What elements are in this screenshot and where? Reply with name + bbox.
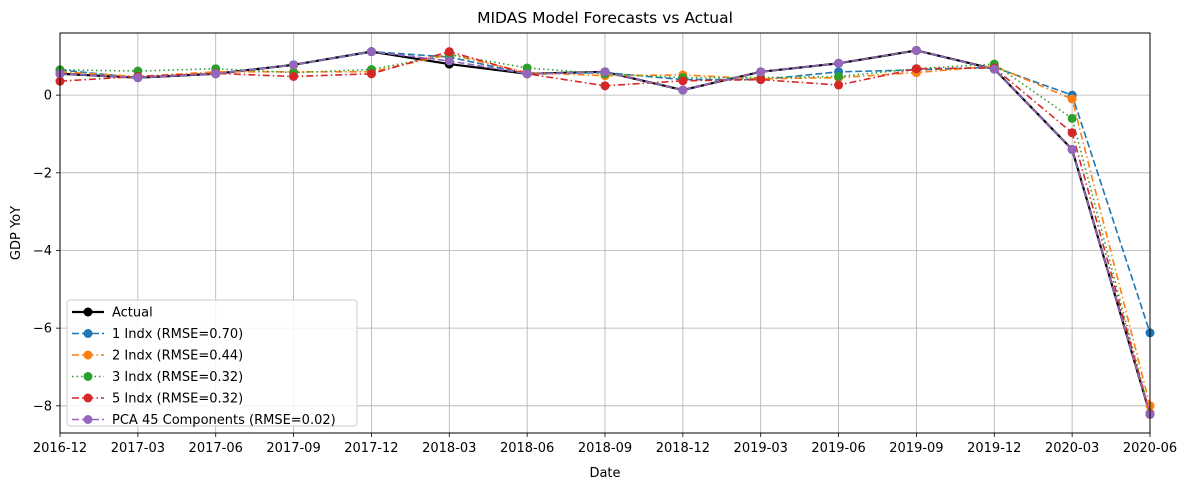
legend-marker [83, 372, 93, 381]
legend-item: 3 Indx (RMSE=0.32) [72, 370, 243, 385]
chart-title: MIDAS Model Forecasts vs Actual [477, 9, 733, 27]
data-point [678, 85, 688, 95]
x-tick-label: 2017-06 [189, 441, 243, 456]
x-tick-label: 2019-06 [811, 441, 865, 456]
series-line [59, 49, 1151, 415]
data-point [600, 67, 610, 77]
data-point [133, 73, 143, 83]
data-point [911, 64, 921, 74]
legend-label: 1 Indx (RMSE=0.70) [112, 327, 243, 342]
data-point [366, 47, 376, 57]
legend-item: PCA 45 Components (RMSE=0.02) [72, 413, 336, 428]
legend-label: 2 Indx (RMSE=0.44) [112, 349, 243, 364]
data-point [834, 71, 844, 81]
data-point [1067, 145, 1077, 155]
x-axis-label: Date [589, 466, 620, 481]
legend-item: 1 Indx (RMSE=0.70) [72, 327, 243, 342]
x-tick-label: 2019-12 [967, 441, 1021, 456]
y-tick-label: −6 [33, 322, 52, 337]
legend-marker [83, 415, 93, 424]
data-point [678, 76, 688, 86]
data-point [211, 69, 221, 79]
x-tick-label: 2018-03 [422, 441, 476, 456]
x-tick-label: 2020-06 [1123, 441, 1177, 456]
x-tick-label: 2020-03 [1045, 441, 1099, 456]
data-point [289, 71, 299, 81]
x-tick-label: 2019-09 [889, 441, 943, 456]
data-point [1067, 113, 1077, 123]
x-tick-label: 2018-09 [578, 441, 632, 456]
data-point [600, 81, 610, 91]
x-tick-label: 2017-09 [266, 441, 320, 456]
legend-label: 5 Indx (RMSE=0.32) [112, 392, 243, 407]
legend-label: PCA 45 Components (RMSE=0.02) [112, 413, 336, 428]
legend-marker [83, 307, 93, 317]
x-tick-label: 2018-06 [500, 441, 554, 456]
data-point [756, 75, 766, 85]
x-tick-label: 2017-12 [344, 441, 398, 456]
x-tick-label: 2016-12 [33, 441, 87, 456]
data-point [834, 80, 844, 90]
data-point [366, 69, 376, 79]
data-point [289, 60, 299, 70]
data-point [444, 47, 454, 57]
y-tick-label: −4 [33, 244, 52, 259]
legend: Actual 1 Indx (RMSE=0.70) 2 Indx (RMSE=0.4… [66, 299, 358, 428]
legend-item: 5 Indx (RMSE=0.32) [72, 392, 243, 407]
x-tick-label: 2019-03 [734, 441, 788, 456]
data-point [989, 64, 999, 74]
y-tick-label: 0 [44, 89, 52, 104]
data-point [444, 56, 454, 66]
legend-item: 2 Indx (RMSE=0.44) [72, 349, 243, 364]
legend-marker [83, 350, 93, 360]
legend-box [66, 299, 358, 427]
legend-label: Actual [112, 306, 153, 321]
data-point [911, 45, 921, 55]
x-tick-label: 2017-03 [111, 441, 165, 456]
y-tick-label: −2 [33, 166, 52, 181]
x-tick-label: 2018-12 [656, 441, 710, 456]
legend-marker [83, 393, 93, 403]
legend-marker [83, 329, 93, 338]
legend-label: 3 Indx (RMSE=0.32) [112, 370, 243, 385]
data-point [1067, 128, 1077, 138]
series-4 [55, 47, 1155, 419]
y-axis-label: GDP YoY [9, 206, 24, 260]
data-point [522, 69, 532, 79]
ticks: 2016-12 2017-03 2017-06 2017-09 2017-12 2018-… [33, 89, 1177, 456]
data-point [1067, 94, 1077, 104]
data-point [756, 67, 766, 77]
data-point [834, 58, 844, 68]
y-tick-label: −8 [33, 399, 52, 414]
legend-item: Actual [72, 306, 153, 321]
